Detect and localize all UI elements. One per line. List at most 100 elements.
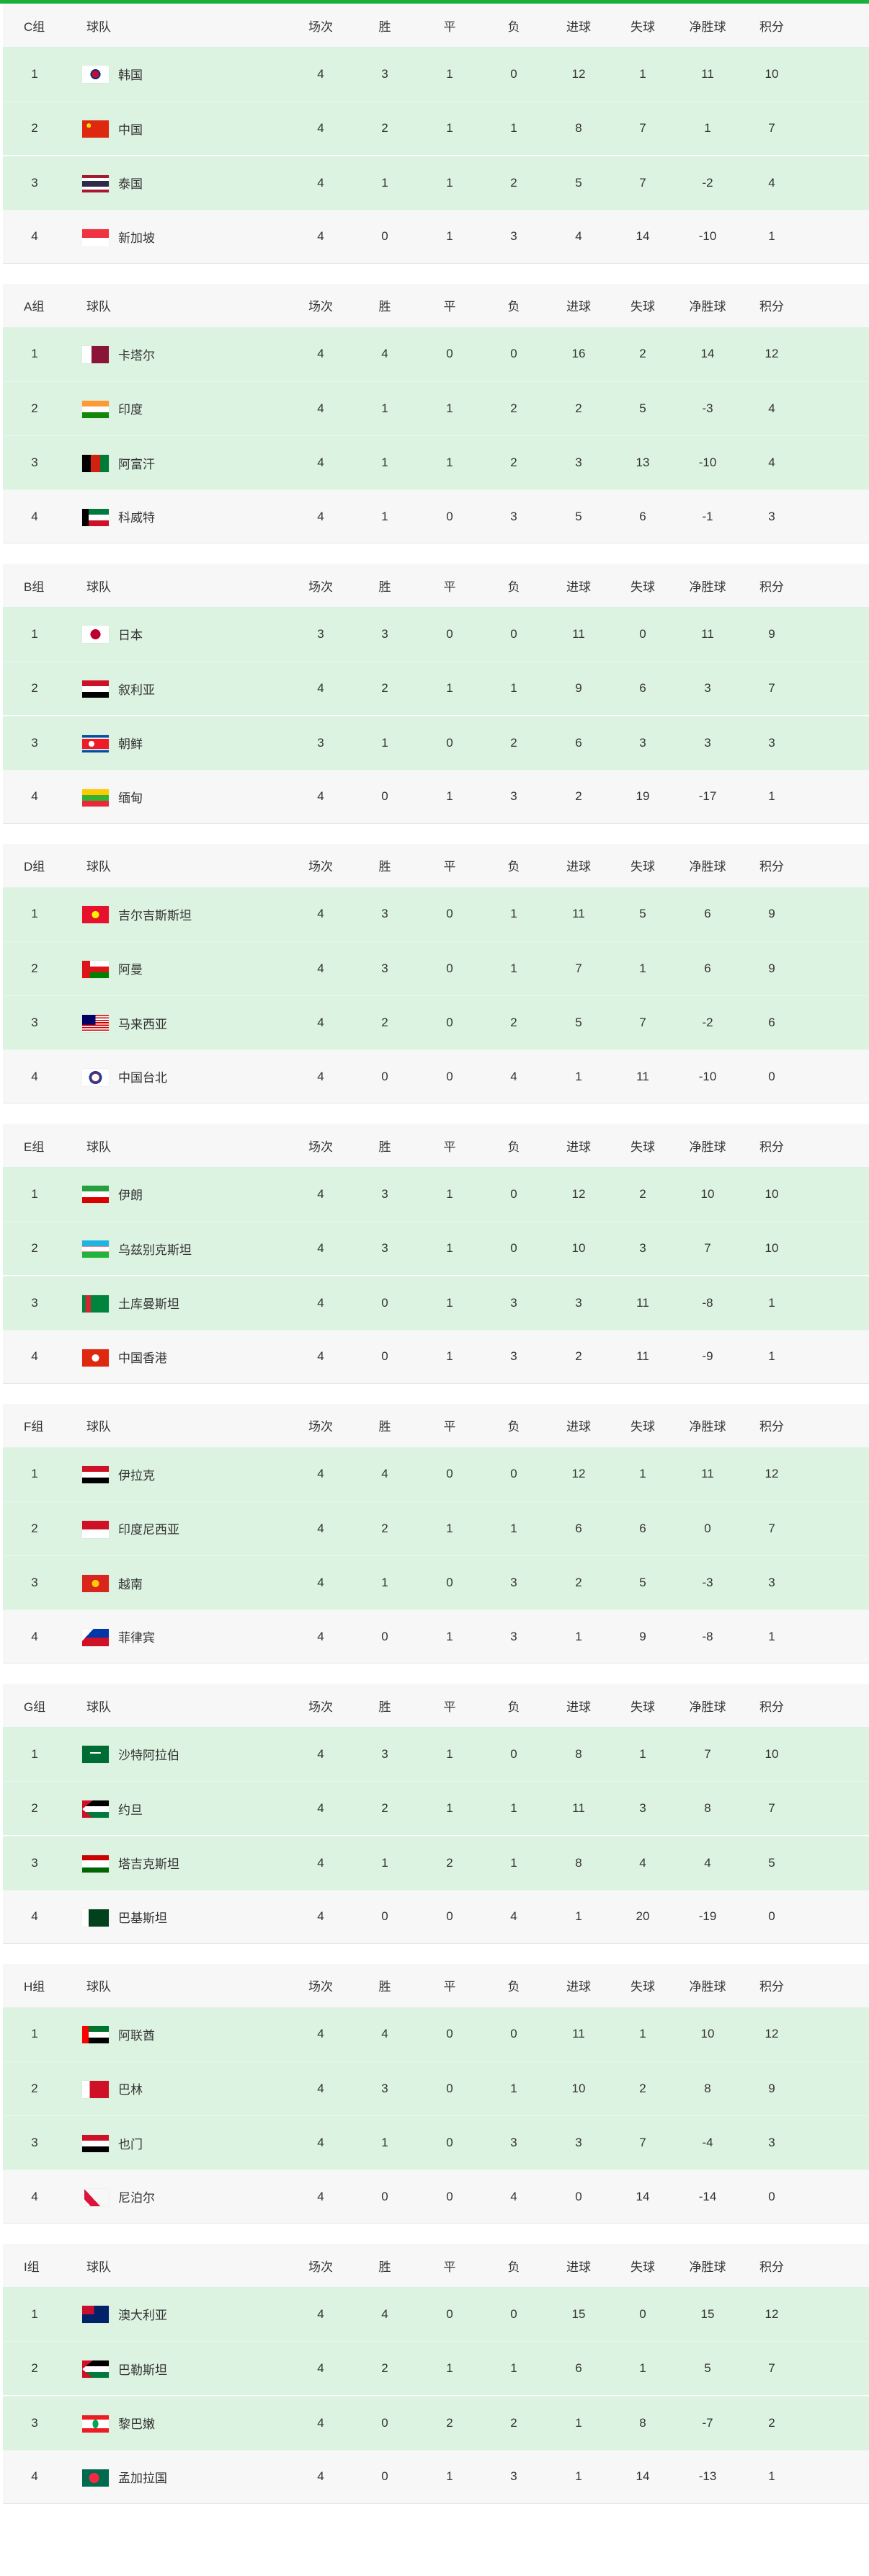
rank: 4 <box>31 229 38 244</box>
stat-won: 0 <box>381 1349 388 1364</box>
team-name[interactable]: 中国香港 <box>118 1351 167 1365</box>
table-row[interactable]: 1 伊朗 4 3 1 0 12 2 10 10 <box>3 1167 869 1221</box>
table-row[interactable]: 2 乌兹别克斯坦 4 3 1 0 10 3 7 10 <box>3 1221 869 1276</box>
team-name[interactable]: 韩国 <box>118 68 143 82</box>
column-header-played: 场次 <box>308 1700 333 1714</box>
team-name[interactable]: 朝鲜 <box>118 737 143 751</box>
column-header-played: 场次 <box>308 2260 333 2274</box>
table-row[interactable]: 1 阿联酋 4 4 0 0 11 1 10 12 <box>3 2007 869 2061</box>
table-row[interactable]: 2 叙利亚 4 2 1 1 9 6 3 7 <box>3 661 869 716</box>
team-name[interactable]: 伊拉克 <box>118 1468 155 1483</box>
stat-goals-against: 7 <box>639 121 646 136</box>
table-row[interactable]: 3 马来西亚 4 2 0 2 5 7 -2 6 <box>3 995 869 1049</box>
table-row[interactable]: 4 巴基斯坦 4 0 0 4 1 20 -19 0 <box>3 1889 869 1944</box>
column-header-won: 胜 <box>378 300 391 314</box>
rank: 1 <box>31 2027 38 2040</box>
team-name[interactable]: 阿富汗 <box>118 457 155 471</box>
table-row[interactable]: 4 菲律宾 4 0 1 3 1 9 -8 1 <box>3 1609 869 1664</box>
stat-won: 1 <box>381 1855 388 1870</box>
table-row[interactable]: 2 阿曼 4 3 0 1 7 1 6 9 <box>3 941 869 995</box>
table-row[interactable]: 3 黎巴嫩 4 0 2 2 1 8 -7 2 <box>3 2395 869 2450</box>
flag-sy-icon <box>82 680 109 698</box>
team-name[interactable]: 乌兹别克斯坦 <box>118 1243 192 1257</box>
table-row[interactable]: 1 伊拉克 4 4 0 0 12 1 11 12 <box>3 1447 869 1501</box>
team-name[interactable]: 土库曼斯坦 <box>118 1297 179 1311</box>
team-name[interactable]: 印度尼西亚 <box>118 1523 179 1537</box>
stat-played: 4 <box>317 1746 324 1761</box>
table-row[interactable]: 1 日本 3 3 0 0 11 0 11 9 <box>3 607 869 661</box>
team-name[interactable]: 孟加拉国 <box>118 2471 167 2485</box>
team-name[interactable]: 伊朗 <box>118 1189 143 1202</box>
team-name[interactable]: 约旦 <box>118 1803 143 1817</box>
team-name[interactable]: 巴基斯坦 <box>118 1911 167 1925</box>
stat-played: 4 <box>317 1016 324 1029</box>
team-name[interactable]: 沙特阿拉伯 <box>118 1749 179 1762</box>
rank: 2 <box>31 1521 38 1535</box>
table-row[interactable]: 1 沙特阿拉伯 4 3 1 0 8 1 7 10 <box>3 1727 869 1781</box>
rank: 4 <box>31 2189 38 2203</box>
team-name[interactable]: 越南 <box>118 1577 143 1591</box>
table-row[interactable]: 4 尼泊尔 4 0 0 4 0 14 -14 0 <box>3 2169 869 2224</box>
table-row[interactable]: 2 巴林 4 3 0 1 10 2 8 9 <box>3 2061 869 2115</box>
stat-goal-difference: 5 <box>704 2361 711 2376</box>
team-name[interactable]: 卡塔尔 <box>118 348 155 363</box>
team-name[interactable]: 印度 <box>118 403 143 417</box>
team-name[interactable]: 科威特 <box>118 511 155 525</box>
team-name[interactable]: 也门 <box>118 2137 143 2151</box>
team-name[interactable]: 马来西亚 <box>118 1017 167 1031</box>
team-name[interactable]: 阿联酋 <box>118 2028 155 2043</box>
team-name[interactable]: 巴林 <box>118 2083 143 2097</box>
table-row[interactable]: 4 新加坡 4 0 1 3 4 14 -10 1 <box>3 209 869 264</box>
table-header: A组 球队 场次 胜 平 负 进球 失球 净胜球 积分 <box>3 283 869 327</box>
table-row[interactable]: 4 缅甸 4 0 1 3 2 19 -17 1 <box>3 769 869 824</box>
team-name[interactable]: 中国台北 <box>118 1071 167 1085</box>
team-name[interactable]: 中国 <box>118 123 143 137</box>
team-name[interactable]: 尼泊尔 <box>118 2191 155 2206</box>
table-row[interactable]: 1 韩国 4 3 1 0 12 1 11 10 <box>3 47 869 101</box>
team-name[interactable]: 菲律宾 <box>118 1631 155 1645</box>
table-row[interactable]: 3 朝鲜 3 1 0 2 6 3 3 3 <box>3 715 869 770</box>
table-row[interactable]: 3 越南 4 1 0 3 2 5 -3 3 <box>3 1555 869 1609</box>
stat-goal-difference: -2 <box>702 1016 713 1029</box>
table-row[interactable]: 3 塔吉克斯坦 4 1 2 1 8 4 4 5 <box>3 1835 869 1890</box>
group-label: E组 <box>24 1140 45 1154</box>
team-name[interactable]: 日本 <box>118 629 143 642</box>
table-row[interactable]: 3 也门 4 1 0 3 3 7 -4 3 <box>3 2115 869 2169</box>
stat-drawn: 0 <box>446 2306 453 2321</box>
table-row[interactable]: 2 约旦 4 2 1 1 11 3 8 7 <box>3 1781 869 1836</box>
team-name[interactable]: 阿曼 <box>118 963 143 977</box>
table-row[interactable]: 1 卡塔尔 4 4 0 0 16 2 14 12 <box>3 327 869 381</box>
team-name[interactable]: 巴勒斯坦 <box>118 2363 167 2377</box>
table-row[interactable]: 2 印度 4 1 1 2 2 5 -3 4 <box>3 381 869 435</box>
table-row[interactable]: 4 中国香港 4 0 1 3 2 11 -9 1 <box>3 1329 869 1384</box>
table-row[interactable]: 2 中国 4 2 1 1 8 7 1 7 <box>3 101 869 156</box>
table-row[interactable]: 2 印度尼西亚 4 2 1 1 6 6 0 7 <box>3 1501 869 1555</box>
table-row[interactable]: 3 土库曼斯坦 4 0 1 3 3 11 -8 1 <box>3 1275 869 1330</box>
column-header-played: 场次 <box>308 579 333 594</box>
table-row[interactable]: 1 澳大利亚 4 4 0 0 15 0 15 12 <box>3 2287 869 2341</box>
stat-won: 1 <box>381 175 388 190</box>
flag-sa-icon <box>82 1746 109 1763</box>
column-header-points: 积分 <box>759 579 784 594</box>
team-name[interactable]: 塔吉克斯坦 <box>118 1857 179 1871</box>
stat-won: 1 <box>381 456 388 469</box>
stat-points: 10 <box>765 1241 779 1256</box>
team-name[interactable]: 缅甸 <box>118 791 143 805</box>
team-name[interactable]: 澳大利亚 <box>118 2309 167 2322</box>
team-name[interactable]: 泰国 <box>118 177 143 191</box>
table-row[interactable]: 4 中国台北 4 0 0 4 1 11 -10 0 <box>3 1049 869 1104</box>
table-row[interactable]: 3 泰国 4 1 1 2 5 7 -2 4 <box>3 155 869 210</box>
team-name[interactable]: 新加坡 <box>118 231 155 245</box>
stat-lost: 1 <box>510 1855 517 1870</box>
stat-won: 3 <box>381 1746 388 1761</box>
team-name[interactable]: 吉尔吉斯斯坦 <box>118 908 192 923</box>
table-row[interactable]: 1 吉尔吉斯斯坦 4 3 0 1 11 5 6 9 <box>3 887 869 941</box>
team-name[interactable]: 黎巴嫩 <box>118 2417 155 2431</box>
table-row[interactable]: 4 孟加拉国 4 0 1 3 1 14 -13 1 <box>3 2449 869 2504</box>
table-row[interactable]: 2 巴勒斯坦 4 2 1 1 6 1 5 7 <box>3 2341 869 2396</box>
table-row[interactable]: 3 阿富汗 4 1 1 2 3 13 -10 4 <box>3 435 869 489</box>
stat-lost: 3 <box>510 789 517 804</box>
table-row[interactable]: 4 科威特 4 1 0 3 5 6 -1 3 <box>3 489 869 544</box>
flag-jo-icon <box>82 1800 109 1818</box>
team-name[interactable]: 叙利亚 <box>118 683 155 697</box>
